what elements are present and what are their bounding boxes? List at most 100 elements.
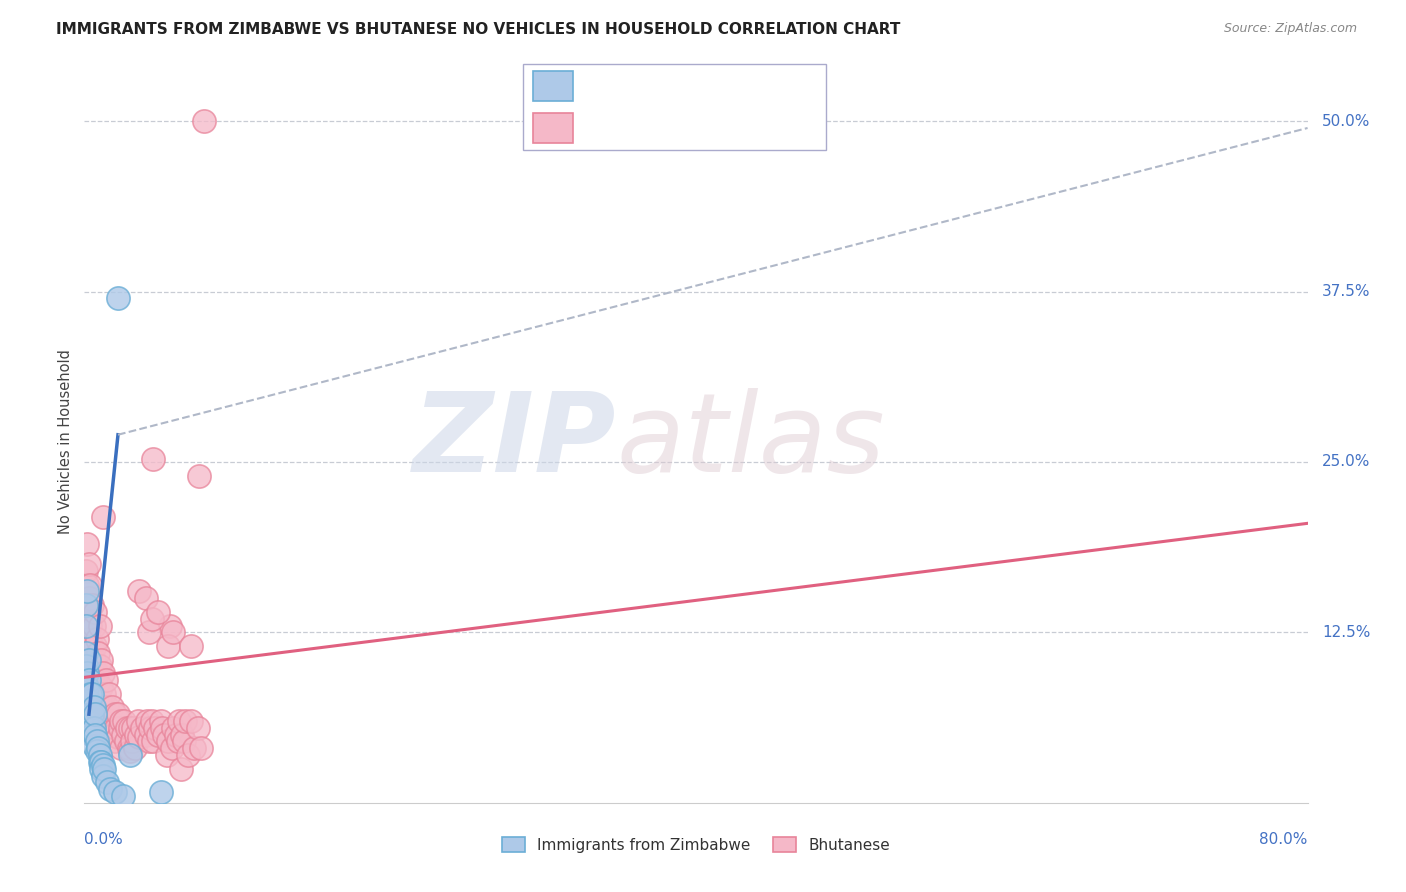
Point (75, 659, 97, 673)
Point (143, 721, 166, 735)
Point (170, 762, 193, 776)
Point (165, 728, 187, 742)
Point (141, 612, 163, 626)
Point (174, 714, 197, 728)
Point (127, 714, 149, 728)
Point (76, 537, 98, 551)
Point (79, 707, 101, 722)
Point (83, 721, 105, 735)
Point (77, 714, 100, 728)
Point (149, 785, 172, 799)
Point (79, 721, 101, 735)
Point (76, 577, 98, 591)
Point (89, 748, 111, 763)
Point (142, 734, 165, 748)
Point (84, 639, 107, 653)
Point (91, 757, 114, 772)
Point (138, 625, 160, 640)
Point (193, 114, 215, 128)
Point (125, 728, 148, 742)
Point (75, 632, 97, 647)
Point (97, 687, 120, 701)
Point (80, 707, 103, 722)
Y-axis label: No Vehicles in Household: No Vehicles in Household (58, 349, 73, 534)
Text: 25.0%: 25.0% (1322, 455, 1371, 469)
FancyBboxPatch shape (533, 113, 572, 143)
Point (93, 762, 115, 776)
Point (76, 693, 98, 707)
Point (180, 714, 202, 728)
Point (183, 741, 205, 756)
Point (76, 618, 98, 632)
Point (86, 744, 108, 758)
Point (91, 509, 114, 524)
Point (89, 659, 111, 673)
Text: R = 0.484   N =  40: R = 0.484 N = 40 (585, 77, 776, 96)
Point (76, 584, 98, 599)
Point (104, 734, 127, 748)
Point (157, 639, 180, 653)
Point (172, 728, 194, 742)
Point (93, 687, 115, 701)
Point (107, 707, 129, 722)
Point (101, 700, 124, 714)
Point (75, 598, 97, 612)
Point (128, 731, 150, 745)
Point (162, 625, 184, 640)
Point (77, 653, 100, 667)
FancyBboxPatch shape (533, 71, 572, 101)
Point (75, 564, 97, 578)
Point (121, 734, 143, 748)
Point (156, 748, 179, 763)
Point (86, 666, 108, 681)
Point (186, 721, 208, 735)
Point (107, 292, 129, 306)
Point (110, 741, 132, 756)
Point (77, 558, 100, 572)
Point (89, 755, 111, 769)
Point (162, 721, 184, 735)
Point (138, 734, 160, 748)
Point (84, 707, 107, 722)
Point (90, 680, 112, 694)
Point (107, 731, 129, 745)
Point (120, 748, 142, 763)
Point (75, 598, 97, 612)
Point (83, 700, 105, 714)
Point (84, 728, 107, 742)
Point (83, 739, 105, 753)
Text: atlas: atlas (616, 388, 886, 495)
Point (86, 734, 108, 748)
Point (75, 646, 97, 660)
Point (89, 618, 111, 632)
Text: 12.5%: 12.5% (1322, 625, 1371, 640)
Point (105, 721, 128, 735)
Text: IMMIGRANTS FROM ZIMBABWE VS BHUTANESE NO VEHICLES IN HOUSEHOLD CORRELATION CHART: IMMIGRANTS FROM ZIMBABWE VS BHUTANESE NO… (56, 22, 901, 37)
Point (142, 452, 165, 467)
Point (93, 714, 115, 728)
Point (103, 728, 125, 742)
Point (77, 632, 100, 647)
Point (80, 673, 103, 687)
Point (150, 721, 173, 735)
Point (108, 721, 131, 735)
Point (111, 728, 134, 742)
Point (83, 687, 105, 701)
Point (90, 762, 112, 776)
Text: ZIP: ZIP (413, 388, 616, 495)
Point (80, 687, 103, 701)
Point (104, 785, 127, 799)
Point (118, 741, 141, 756)
Point (96, 775, 118, 789)
Point (160, 741, 183, 756)
FancyBboxPatch shape (523, 64, 827, 150)
Point (79, 653, 101, 667)
Point (190, 741, 212, 756)
Point (146, 728, 169, 742)
Point (122, 721, 145, 735)
Text: 37.5%: 37.5% (1322, 284, 1371, 299)
Point (94, 673, 117, 687)
Point (120, 721, 142, 735)
Point (141, 714, 163, 728)
Point (96, 728, 118, 742)
